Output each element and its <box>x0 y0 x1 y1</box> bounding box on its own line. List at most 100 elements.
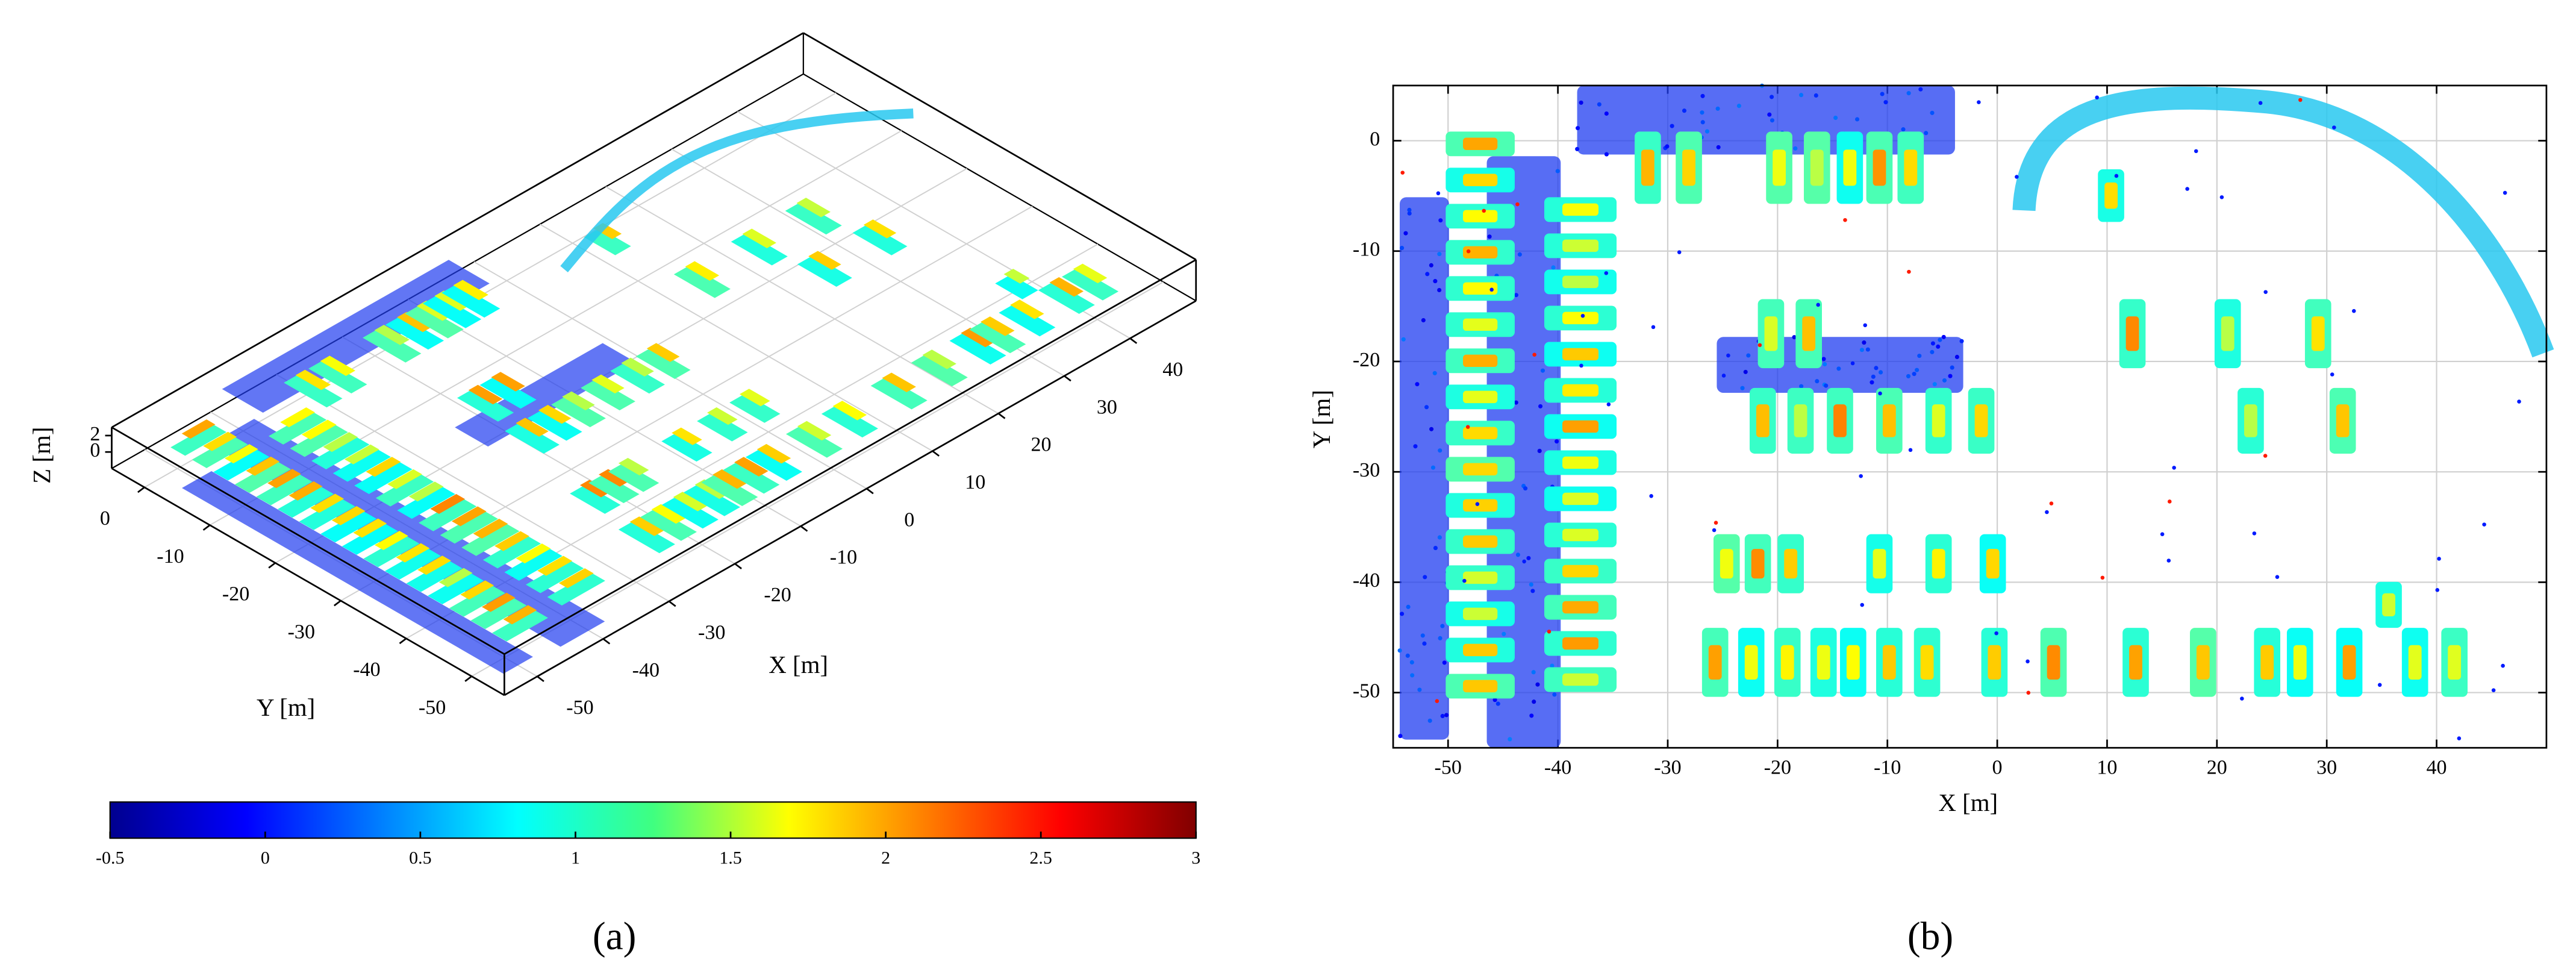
car-points <box>969 321 1026 354</box>
car-points <box>354 461 413 495</box>
point <box>2166 558 2171 563</box>
car-roof <box>796 198 831 217</box>
car-roof <box>320 355 356 377</box>
car-points <box>422 294 482 328</box>
colorbar-tick-label: 2.5 <box>1029 848 1052 868</box>
point <box>1715 106 1720 111</box>
point <box>1433 546 1438 551</box>
car-points <box>550 395 606 428</box>
point <box>1859 348 1864 352</box>
point <box>1400 246 1405 251</box>
ground-points <box>1717 337 1963 393</box>
point <box>1815 379 1820 384</box>
car-roof <box>1462 607 1498 621</box>
car-roof <box>685 261 720 281</box>
car-roof <box>558 568 594 589</box>
car-roof <box>1462 499 1498 512</box>
car-roof <box>713 469 747 489</box>
point <box>1824 383 1829 388</box>
point <box>1438 636 1442 640</box>
point <box>1865 347 1870 352</box>
car-roof <box>451 506 487 527</box>
point <box>1442 660 1447 665</box>
car-roof <box>1720 549 1733 579</box>
car-points <box>385 316 444 350</box>
car-roof <box>1462 571 1498 584</box>
y-tick-label: -20 <box>1353 349 1380 371</box>
car-points <box>428 572 484 605</box>
y-tick-label: -10 <box>1353 239 1380 261</box>
point <box>1714 521 1718 525</box>
grid-line <box>471 281 1164 677</box>
point <box>2049 501 2054 505</box>
point <box>1538 404 1543 408</box>
car-roof <box>387 469 422 489</box>
car-points <box>785 202 842 235</box>
car-roof <box>1744 645 1758 680</box>
car-points <box>526 560 584 593</box>
point <box>1597 102 1601 107</box>
car-roof <box>797 421 832 441</box>
point <box>1883 100 1888 105</box>
colorbar <box>109 801 1197 839</box>
y-axis-label: Y [m] <box>257 694 315 721</box>
ground-points <box>182 471 533 674</box>
point <box>1704 129 1710 134</box>
car-points <box>449 584 505 617</box>
car-roof <box>562 391 595 410</box>
car-roof <box>1810 149 1824 186</box>
car-roof <box>1756 404 1770 437</box>
colorbar-tick-label: 1 <box>571 848 580 868</box>
point <box>1437 535 1442 540</box>
car-points <box>479 376 537 409</box>
x-tick-label: -40 <box>632 659 660 681</box>
car-roof <box>1562 420 1599 433</box>
car-roof <box>1764 316 1778 351</box>
point <box>2330 372 2334 377</box>
point <box>1409 660 1414 665</box>
x-tick-label: -10 <box>830 546 857 569</box>
point <box>1438 448 1442 453</box>
car-roof <box>331 506 366 525</box>
car-roof <box>1843 149 1857 186</box>
point <box>1430 465 1436 470</box>
car-roof <box>323 432 358 452</box>
car-roof <box>756 443 791 464</box>
y-tick-label: -20 <box>222 583 249 605</box>
point <box>1977 100 1981 104</box>
point <box>2491 688 2496 692</box>
point <box>2263 290 2268 295</box>
car-points <box>785 425 843 458</box>
y-axis-label: Y [m] <box>1308 390 1335 448</box>
point <box>1400 171 1405 175</box>
tick-mark <box>334 599 341 607</box>
point <box>2194 149 2198 154</box>
point <box>1407 211 1412 216</box>
z-tick-label: 0 <box>90 439 100 461</box>
point <box>2100 575 2105 580</box>
point <box>1551 265 1556 270</box>
point <box>1880 92 1885 96</box>
x-tick-label: -50 <box>566 696 593 719</box>
point <box>1515 202 1520 207</box>
point <box>1930 110 1935 115</box>
point <box>1532 699 1536 704</box>
point <box>1792 335 1797 340</box>
point <box>1879 370 1883 375</box>
y-tick-label: -50 <box>419 696 446 719</box>
x-tick-label: 20 <box>2207 756 2227 778</box>
point <box>1435 699 1439 703</box>
x-axis-label: X [m] <box>769 651 828 678</box>
point <box>2219 195 2224 199</box>
car-roof <box>579 480 611 498</box>
car-roof <box>1462 210 1498 223</box>
point <box>1575 146 1580 151</box>
car-roof <box>481 592 516 612</box>
caption: (a) <box>593 915 637 958</box>
car-roof <box>1988 645 2001 680</box>
point <box>1579 100 1583 105</box>
car-points <box>441 284 501 318</box>
point <box>1726 353 1730 358</box>
car-roof <box>2104 182 2118 209</box>
car-roof <box>1462 137 1498 151</box>
